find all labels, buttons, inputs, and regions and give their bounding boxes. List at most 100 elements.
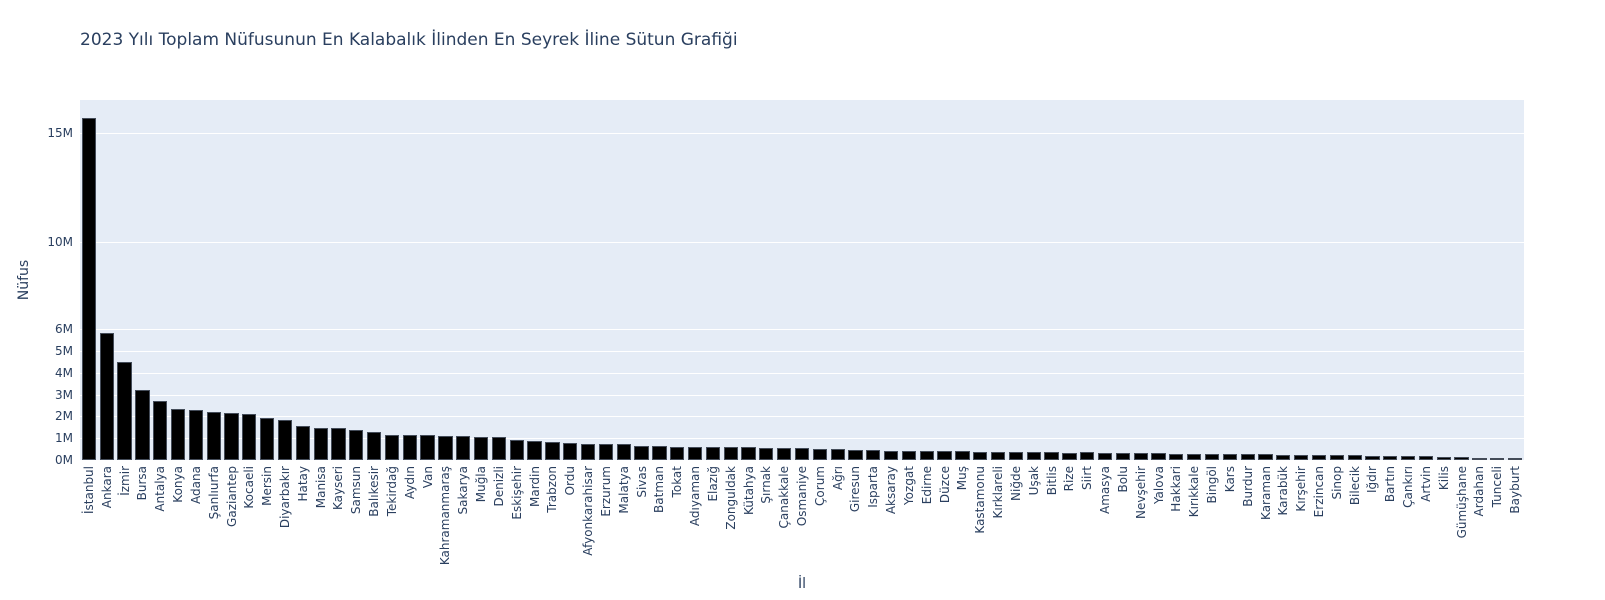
bar[interactable] bbox=[402, 434, 417, 460]
bar[interactable] bbox=[1240, 454, 1255, 460]
bar[interactable] bbox=[830, 448, 845, 460]
bar[interactable] bbox=[687, 446, 703, 460]
plot-area[interactable] bbox=[80, 100, 1524, 460]
bar[interactable] bbox=[866, 450, 881, 460]
bar[interactable] bbox=[1080, 452, 1095, 460]
bar[interactable] bbox=[1097, 452, 1113, 460]
bar[interactable] bbox=[794, 447, 810, 460]
x-tick-label: Burdur bbox=[1240, 466, 1255, 507]
bar[interactable] bbox=[509, 440, 524, 460]
x-tick-label: İstanbul bbox=[81, 466, 96, 515]
bar[interactable] bbox=[313, 427, 328, 460]
x-tick-label: Çanakkale bbox=[777, 466, 792, 529]
bar[interactable] bbox=[937, 451, 952, 460]
bar[interactable] bbox=[1062, 452, 1077, 460]
bar[interactable] bbox=[884, 450, 899, 460]
bar[interactable] bbox=[990, 451, 1006, 460]
bar[interactable] bbox=[652, 446, 667, 460]
y-tick-label: 0M bbox=[55, 453, 73, 467]
bar[interactable] bbox=[99, 333, 114, 460]
bar[interactable] bbox=[812, 448, 827, 460]
bar[interactable] bbox=[670, 447, 685, 460]
bar[interactable] bbox=[188, 410, 203, 460]
bar[interactable] bbox=[527, 440, 542, 460]
bar[interactable] bbox=[367, 432, 382, 460]
x-tick-label: Sivas bbox=[634, 466, 649, 498]
x-tick-label: Muğla bbox=[474, 466, 489, 503]
bar[interactable] bbox=[1329, 455, 1344, 460]
bar[interactable] bbox=[384, 434, 400, 460]
bar[interactable] bbox=[349, 429, 364, 460]
bar[interactable] bbox=[1365, 455, 1380, 460]
bar[interactable] bbox=[260, 418, 275, 460]
bar[interactable] bbox=[634, 446, 649, 460]
x-tick-label: Hatay bbox=[295, 466, 310, 502]
bar[interactable] bbox=[1276, 454, 1291, 460]
bar[interactable] bbox=[1187, 453, 1202, 460]
bar[interactable] bbox=[1204, 453, 1220, 460]
bar[interactable] bbox=[170, 409, 186, 460]
bar[interactable] bbox=[580, 443, 596, 460]
x-tick-label: Sinop bbox=[1329, 466, 1344, 500]
bar[interactable] bbox=[545, 442, 560, 460]
bar[interactable] bbox=[1222, 454, 1237, 460]
bar[interactable] bbox=[1115, 453, 1130, 460]
bar[interactable] bbox=[1490, 458, 1505, 460]
bar[interactable] bbox=[1383, 455, 1398, 460]
bar[interactable] bbox=[901, 450, 917, 460]
bar[interactable] bbox=[1258, 454, 1273, 460]
bar[interactable] bbox=[117, 362, 132, 460]
bar[interactable] bbox=[1026, 451, 1041, 460]
bar[interactable] bbox=[81, 118, 97, 460]
x-tick-label: Gaziantep bbox=[224, 466, 239, 527]
bar[interactable] bbox=[973, 451, 988, 460]
x-tick-label: Edirne bbox=[919, 466, 934, 505]
bar[interactable] bbox=[456, 436, 471, 460]
x-tick-label: Çankırı bbox=[1401, 466, 1416, 508]
bar[interactable] bbox=[420, 435, 435, 460]
y-tick-label: 15M bbox=[47, 125, 73, 140]
bar[interactable] bbox=[1347, 455, 1362, 460]
bar[interactable] bbox=[1294, 454, 1309, 460]
bar[interactable] bbox=[1418, 456, 1434, 460]
bar[interactable] bbox=[1472, 458, 1487, 460]
bar[interactable] bbox=[153, 401, 168, 460]
bar[interactable] bbox=[473, 436, 489, 460]
x-tick-label: Tunceli bbox=[1490, 466, 1505, 508]
bar[interactable] bbox=[848, 450, 863, 460]
bar[interactable] bbox=[1044, 452, 1059, 460]
bar[interactable] bbox=[777, 447, 792, 460]
bar[interactable] bbox=[1400, 455, 1416, 460]
bar[interactable] bbox=[1151, 453, 1166, 460]
x-tick-label: Kastamonu bbox=[973, 466, 988, 534]
bar[interactable] bbox=[242, 414, 257, 460]
bar[interactable] bbox=[1454, 456, 1469, 460]
bar[interactable] bbox=[1311, 454, 1327, 460]
chart-title: 2023 Yılı Toplam Nüfusunun En Kalabalık … bbox=[80, 30, 738, 50]
bar[interactable] bbox=[955, 451, 970, 460]
bar[interactable] bbox=[491, 436, 507, 460]
bar[interactable] bbox=[723, 447, 738, 460]
bar[interactable] bbox=[1169, 453, 1184, 460]
bar[interactable] bbox=[295, 426, 310, 460]
bar[interactable] bbox=[1133, 453, 1148, 460]
bar[interactable] bbox=[759, 447, 774, 460]
bar[interactable] bbox=[705, 446, 720, 460]
bar[interactable] bbox=[616, 443, 631, 460]
bar[interactable] bbox=[438, 435, 453, 460]
bar[interactable] bbox=[1008, 452, 1024, 460]
x-tick-label: Niğde bbox=[1008, 466, 1023, 501]
bar[interactable] bbox=[741, 447, 756, 460]
bar[interactable] bbox=[1436, 456, 1451, 460]
bar[interactable] bbox=[331, 428, 346, 460]
bar[interactable] bbox=[224, 412, 239, 460]
bar[interactable] bbox=[919, 450, 934, 460]
x-tick-label: Nevşehir bbox=[1133, 466, 1148, 519]
bar[interactable] bbox=[277, 420, 293, 460]
bar[interactable] bbox=[135, 389, 150, 460]
bar[interactable] bbox=[563, 443, 578, 460]
x-tick-label: Mardin bbox=[527, 466, 542, 507]
bar[interactable] bbox=[1507, 458, 1523, 460]
bar[interactable] bbox=[206, 411, 221, 460]
bar[interactable] bbox=[598, 443, 614, 460]
